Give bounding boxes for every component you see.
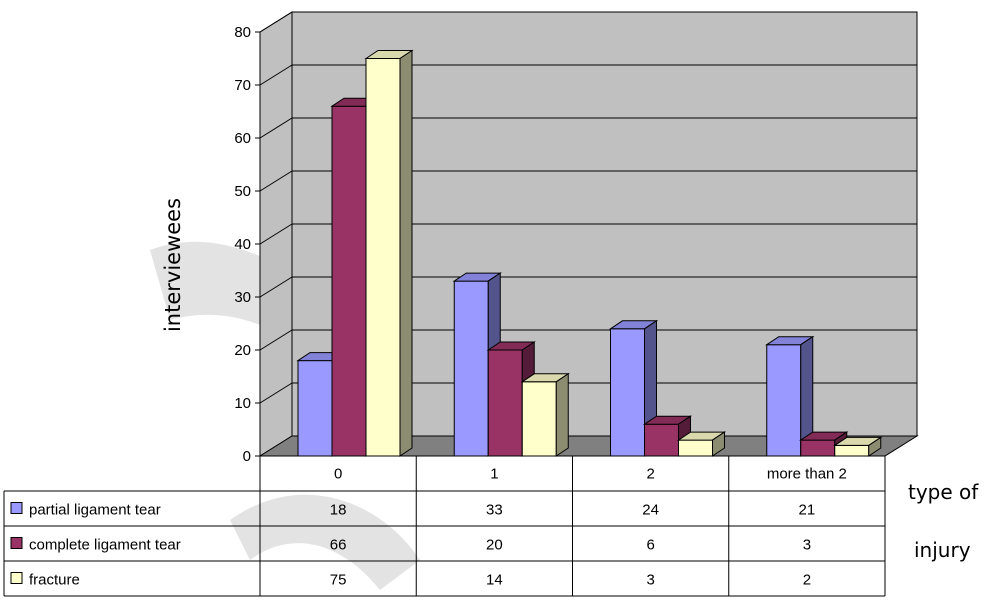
- bar-front: [331, 105, 367, 457]
- legend-label: complete ligament tear: [29, 537, 181, 554]
- bar: [520, 372, 570, 457]
- x-tick-label: 0: [334, 466, 342, 483]
- data-label: 33: [486, 502, 503, 519]
- legend-swatch: [10, 537, 23, 549]
- bar-side: [399, 49, 413, 457]
- bar: [364, 49, 414, 457]
- bar-front: [678, 439, 713, 457]
- data-label: 21: [799, 502, 816, 519]
- bar-front: [800, 439, 836, 457]
- data-label: 66: [330, 537, 347, 554]
- bar-front: [521, 381, 557, 457]
- legend-label: fracture: [29, 572, 80, 589]
- y-axis: 0 10 20 30 40 50 60 70 80: [234, 24, 261, 465]
- data-label: 75: [330, 572, 347, 589]
- bar-side: [712, 431, 725, 457]
- gridline-side: [259, 329, 293, 351]
- legend-label: partial ligament tear: [29, 502, 161, 519]
- bar-side: [555, 372, 569, 457]
- y-axis-label: interviewees: [161, 198, 185, 332]
- x-axis-label-line2: injury: [914, 538, 971, 562]
- gridline-side: [259, 11, 293, 33]
- data-label: 24: [642, 502, 659, 519]
- y-tick-label: 10: [234, 395, 251, 412]
- data-label: 18: [330, 502, 347, 519]
- bar-side: [868, 436, 882, 457]
- data-label: 20: [486, 537, 503, 554]
- data-label: 2: [803, 572, 811, 589]
- y-tick-label: 20: [234, 342, 251, 359]
- y-tick-label: 80: [234, 24, 251, 41]
- gridline-side: [259, 64, 293, 86]
- bar-front: [365, 58, 401, 457]
- x-tick-label: 2: [646, 466, 654, 483]
- bar-front: [453, 280, 489, 457]
- bar: [676, 431, 727, 457]
- y-tick-label: 40: [234, 236, 251, 253]
- gridline-side: [259, 276, 293, 298]
- y-tick-label: 70: [234, 77, 251, 94]
- data-label: 6: [646, 537, 654, 554]
- y-tick-label: 30: [234, 289, 251, 306]
- bar: [833, 436, 883, 457]
- y-tick-label: 60: [234, 130, 251, 147]
- data-label: 3: [803, 537, 811, 554]
- gridline-side: [259, 382, 293, 404]
- bar-front: [610, 328, 645, 457]
- bar-front: [834, 444, 870, 457]
- x-tick-label: more than 2: [767, 466, 847, 483]
- gridline-side: [259, 223, 293, 245]
- y-tick-label: 0: [243, 448, 251, 465]
- bar-front: [644, 423, 679, 457]
- bar: [765, 335, 815, 457]
- bar: [799, 431, 849, 457]
- legend-swatch: [10, 502, 23, 514]
- data-label: 3: [646, 572, 654, 589]
- legend-swatch: [10, 572, 23, 584]
- x-axis-label-line1: type of: [908, 480, 979, 504]
- gridline-side: [259, 170, 293, 192]
- x-tick-label: 1: [490, 466, 498, 483]
- y-tick-label: 50: [234, 183, 251, 200]
- data-label: 14: [486, 572, 503, 589]
- gridline-side: [259, 117, 293, 139]
- bar-front: [487, 349, 523, 457]
- bars: [296, 49, 883, 457]
- bar-front: [766, 344, 802, 457]
- bar-front: [297, 360, 333, 457]
